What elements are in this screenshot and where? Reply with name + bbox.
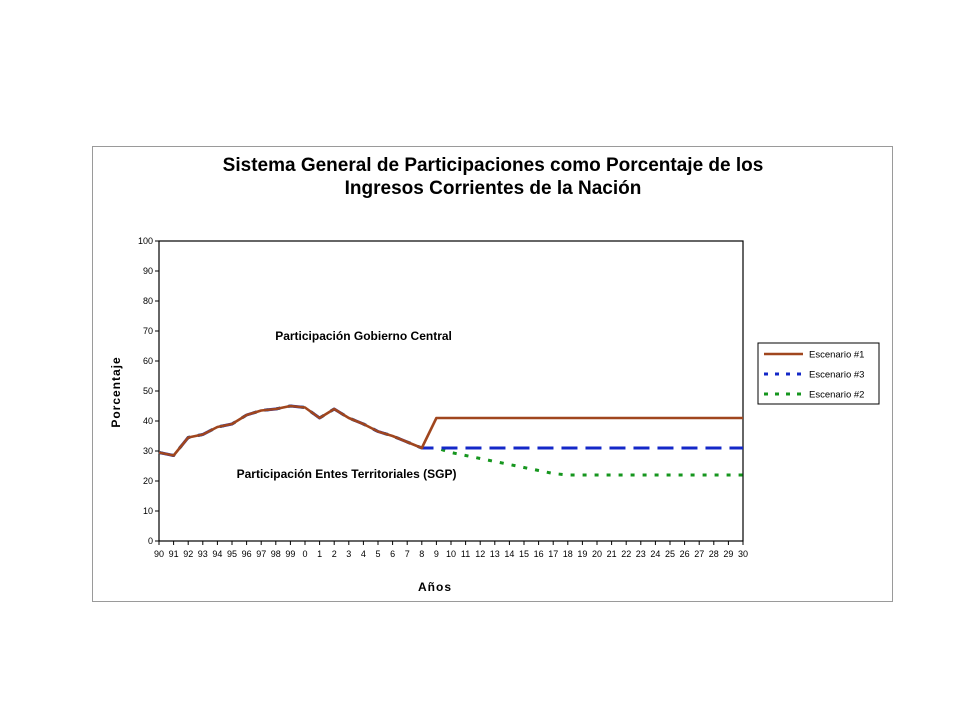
x-tick-label: 16 bbox=[534, 549, 544, 559]
y-tick-label: 60 bbox=[143, 356, 153, 366]
x-tick-label: 98 bbox=[271, 549, 281, 559]
x-tick-label: 95 bbox=[227, 549, 237, 559]
x-tick-label: 94 bbox=[212, 549, 222, 559]
x-tick-label: 10 bbox=[446, 549, 456, 559]
x-tick-label: 4 bbox=[361, 549, 366, 559]
legend-label: Escenario #1 bbox=[809, 350, 864, 361]
chart-title-line-2: Ingresos Corrientes de la Nación bbox=[345, 178, 642, 199]
legend-label: Escenario #2 bbox=[809, 390, 864, 401]
x-tick-label: 13 bbox=[490, 549, 500, 559]
legend-label: Escenario #3 bbox=[809, 370, 864, 381]
x-tick-label: 90 bbox=[154, 549, 164, 559]
y-tick-label: 100 bbox=[138, 236, 153, 246]
x-tick-label: 22 bbox=[621, 549, 631, 559]
y-axis-title: Porcentaje bbox=[109, 356, 123, 427]
x-tick-label: 27 bbox=[694, 549, 704, 559]
x-tick-label: 15 bbox=[519, 549, 529, 559]
x-tick-label: 24 bbox=[650, 549, 660, 559]
y-tick-label: 30 bbox=[143, 446, 153, 456]
x-tick-label: 3 bbox=[346, 549, 351, 559]
x-tick-label: 8 bbox=[419, 549, 424, 559]
x-tick-label: 17 bbox=[548, 549, 558, 559]
x-tick-label: 97 bbox=[256, 549, 266, 559]
x-tick-label: 5 bbox=[375, 549, 380, 559]
x-tick-label: 91 bbox=[169, 549, 179, 559]
x-tick-label: 19 bbox=[577, 549, 587, 559]
x-tick-label: 18 bbox=[563, 549, 573, 559]
x-tick-label: 20 bbox=[592, 549, 602, 559]
series-line-escenario-1 bbox=[158, 404, 743, 457]
x-tick-label: 1 bbox=[317, 549, 322, 559]
y-tick-label: 10 bbox=[143, 506, 153, 516]
x-tick-label: 26 bbox=[680, 549, 690, 559]
x-tick-label: 11 bbox=[461, 549, 470, 559]
x-tick-label: 21 bbox=[607, 549, 617, 559]
x-tick-label: 23 bbox=[636, 549, 646, 559]
legend: Escenario #1 Escenario #3 Escenario #2 bbox=[757, 342, 880, 405]
plot-border bbox=[158, 240, 744, 542]
y-tick-label: 70 bbox=[143, 326, 153, 336]
x-tick-label: 6 bbox=[390, 549, 395, 559]
x-tick-label: 14 bbox=[504, 549, 514, 559]
x-tick-label: 7 bbox=[405, 549, 410, 559]
x-tick-label: 2 bbox=[332, 549, 337, 559]
x-tick-label: 30 bbox=[738, 549, 748, 559]
x-tick-label: 28 bbox=[709, 549, 719, 559]
y-tick-label: 90 bbox=[143, 266, 153, 276]
chart: Sistema General de Participaciones como … bbox=[109, 155, 880, 594]
y-tick-label: 80 bbox=[143, 296, 153, 306]
x-tick-label: 25 bbox=[665, 549, 675, 559]
x-tick-label: 93 bbox=[198, 549, 208, 559]
chart-title-line-1: Sistema General de Participaciones como … bbox=[223, 155, 764, 176]
annotation-1: Participación Gobierno Central bbox=[275, 329, 452, 343]
x-tick-label: 9 bbox=[434, 549, 439, 559]
x-tick-label: 99 bbox=[285, 549, 295, 559]
y-tick-label: 40 bbox=[143, 416, 153, 426]
x-tick-label: 29 bbox=[723, 549, 733, 559]
y-tick-label: 20 bbox=[143, 476, 153, 486]
chart-frame: Sistema General de Participaciones como … bbox=[92, 146, 893, 602]
x-tick-label: 12 bbox=[475, 549, 485, 559]
x-tick-label: 92 bbox=[183, 549, 193, 559]
x-tick-label: 0 bbox=[302, 549, 307, 559]
x-tick-label: 96 bbox=[242, 549, 252, 559]
y-tick-label: 50 bbox=[143, 386, 153, 396]
annotation-2: Participación Entes Territoriales (SGP) bbox=[237, 467, 457, 481]
x-axis-title: Años bbox=[418, 580, 452, 594]
series-line-escenario-3 bbox=[158, 404, 743, 457]
y-tick-label: 0 bbox=[148, 536, 153, 546]
